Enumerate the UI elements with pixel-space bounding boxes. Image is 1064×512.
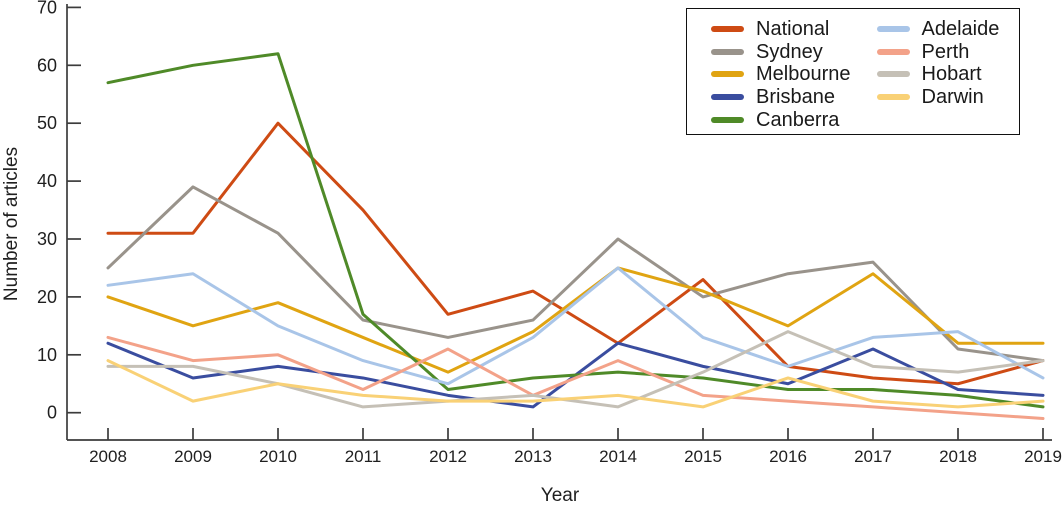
legend-label: Melbourne [756,63,851,86]
x-tick-label: 2012 [429,447,467,466]
x-tick-label: 2014 [599,447,637,466]
series-line-hobart [106,330,1045,409]
x-tick-label: 2009 [174,447,212,466]
x-tick-label: 2011 [345,447,382,466]
series-lines [106,52,1045,420]
y-tick-label: 40 [37,171,57,191]
series-line-perth [106,335,1045,420]
series-line-canberra [106,52,1045,409]
legend-swatch-hobart [876,71,910,78]
x-tick-label: 2015 [684,447,722,466]
legend-label: Hobart [921,63,982,86]
legend: National Sydney Melbourne Brisbane Canberra … [686,8,1020,135]
x-tick-label: 2018 [939,447,977,466]
series-line-national [106,121,1045,386]
legend-item-adelaide: Adelaide [876,18,1000,41]
legend-item-canberra: Canberra [711,108,851,131]
legend-item-perth: Perth [876,40,1000,64]
legend-swatch-perth [876,48,910,55]
legend-label: Canberra [756,108,840,131]
x-tick-label: 2017 [854,447,892,466]
legend-item-brisbane: Brisbane [711,86,851,109]
legend-label: National [756,18,830,41]
y-axis-title: Number of articles [1,147,22,301]
legend-label: Adelaide [921,18,1000,41]
y-tick-label: 20 [37,287,57,307]
y-tick-label: 30 [37,229,57,249]
legend-swatch-brisbane [711,94,744,101]
y-tick-label: 60 [37,55,57,75]
legend-label: Brisbane [756,86,835,109]
series-line-sydney [106,185,1045,363]
x-tick-label: 2013 [514,447,552,466]
x-tick-label: 2019 [1024,447,1062,466]
legend-swatch-canberra [711,116,744,123]
legend-column-1: National Sydney Melbourne Brisbane Canberra [711,18,851,131]
x-tick-label: 2010 [259,447,297,466]
legend-swatch-national [711,26,744,33]
legend-swatch-sydney [711,48,744,55]
legend-swatch-melbourne [711,71,744,78]
series-line-darwin [106,359,1045,409]
axes: 0 10 20 30 40 50 60 70 2008 2009 2010 2011 2012 2013 2… [37,0,1062,466]
legend-item-sydney: Sydney [711,41,851,64]
legend-item-national: National [711,18,851,41]
x-axis-title: Year [541,485,580,506]
y-tick-label: 10 [37,345,57,365]
series-line-adelaide [106,266,1045,386]
series-line-melbourne [106,266,1045,374]
legend-swatch-adelaide [876,26,910,33]
y-tick-label: 0 [47,403,57,423]
x-tick-label: 2016 [769,447,807,466]
legend-item-melbourne: Melbourne [711,63,851,86]
legend-label: Perth [921,40,970,63]
x-tick-label: 2008 [89,447,127,466]
y-tick-label: 50 [37,113,57,133]
legend-label: Darwin [921,86,984,109]
y-tick-label: 70 [37,0,57,17]
legend-column-2: Adelaide Perth Hobart Darwin [876,18,1000,109]
legend-label: Sydney [756,40,823,63]
legend-swatch-darwin [876,94,910,101]
legend-item-darwin: Darwin [876,86,1000,109]
legend-item-hobart: Hobart [876,63,1000,86]
